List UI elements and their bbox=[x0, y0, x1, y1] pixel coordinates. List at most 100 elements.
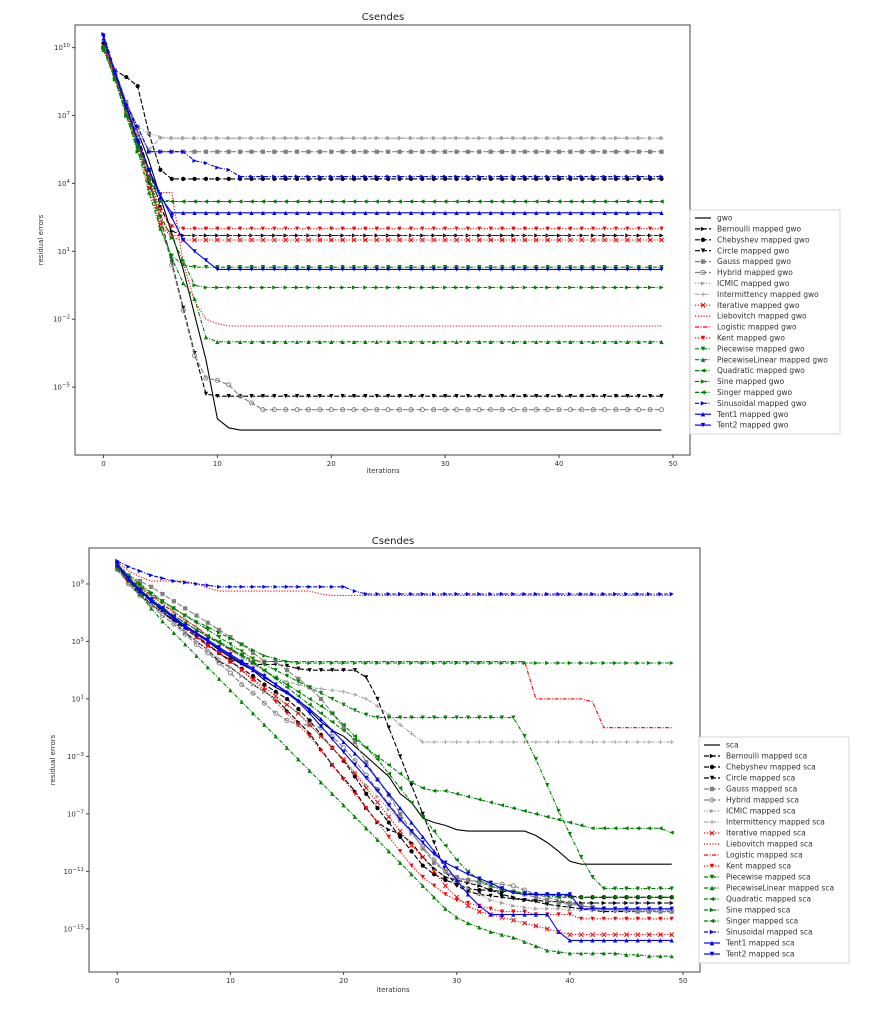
series-iterative-mapped-gwo bbox=[101, 45, 664, 243]
data-point bbox=[307, 696, 312, 702]
data-point bbox=[590, 895, 595, 900]
data-point bbox=[398, 715, 403, 720]
data-point bbox=[296, 699, 301, 704]
data-point bbox=[635, 932, 641, 938]
plot-area bbox=[114, 558, 675, 959]
series-line bbox=[103, 47, 662, 431]
series-sinusoidal-mapped-gwo bbox=[101, 31, 664, 179]
data-point bbox=[465, 886, 471, 891]
data-point bbox=[477, 174, 482, 179]
data-point bbox=[556, 285, 562, 290]
data-point bbox=[567, 892, 572, 897]
data-point bbox=[533, 895, 539, 900]
data-point bbox=[283, 339, 288, 344]
data-point bbox=[183, 606, 188, 611]
data-point bbox=[284, 673, 290, 679]
data-point bbox=[226, 237, 232, 243]
data-point bbox=[522, 660, 527, 666]
data-point bbox=[375, 837, 380, 842]
y-tick-label: 10−15 bbox=[63, 924, 84, 933]
data-point bbox=[386, 210, 391, 215]
data-point bbox=[499, 886, 505, 891]
data-point bbox=[214, 377, 220, 383]
data-point bbox=[192, 136, 197, 141]
data-point bbox=[397, 136, 402, 141]
data-point bbox=[700, 248, 706, 253]
data-point bbox=[397, 265, 402, 270]
data-point bbox=[375, 777, 380, 782]
data-point bbox=[420, 844, 425, 850]
data-point bbox=[545, 783, 550, 788]
data-point bbox=[228, 646, 233, 651]
data-point bbox=[556, 199, 562, 204]
data-point bbox=[579, 199, 584, 204]
data-point bbox=[658, 938, 663, 943]
data-point bbox=[534, 199, 539, 204]
data-point bbox=[590, 660, 595, 666]
legend-label: Tent1 mapped gwo bbox=[716, 410, 789, 419]
legend-item: Singer mapped sca bbox=[704, 917, 798, 926]
data-point bbox=[158, 149, 163, 154]
data-point bbox=[205, 665, 210, 670]
data-point bbox=[443, 863, 448, 868]
data-point bbox=[158, 213, 163, 218]
data-point bbox=[465, 285, 471, 290]
series-gauss-mapped-sca bbox=[115, 566, 674, 914]
data-point bbox=[636, 210, 641, 215]
data-point bbox=[261, 700, 267, 706]
series-piecewiselinear-mapped-sca bbox=[115, 561, 674, 959]
data-point bbox=[283, 199, 288, 204]
data-point bbox=[351, 237, 357, 243]
data-point bbox=[386, 803, 391, 808]
data-point bbox=[613, 265, 619, 270]
series-bernoulli-mapped-sca bbox=[115, 564, 674, 906]
data-point bbox=[454, 174, 459, 179]
data-point bbox=[659, 226, 664, 231]
data-point bbox=[307, 668, 312, 673]
data-point bbox=[625, 394, 630, 399]
data-point bbox=[613, 938, 618, 943]
data-point bbox=[499, 881, 505, 887]
data-point bbox=[443, 660, 448, 666]
data-point bbox=[375, 754, 380, 759]
data-point bbox=[408, 394, 414, 399]
series-iterative-mapped-sca bbox=[114, 564, 675, 938]
data-point bbox=[454, 898, 459, 903]
data-point bbox=[171, 620, 176, 625]
data-point bbox=[624, 916, 629, 921]
data-point bbox=[522, 174, 527, 179]
data-point bbox=[386, 834, 391, 839]
data-point bbox=[340, 174, 345, 179]
data-point bbox=[420, 883, 425, 888]
data-point bbox=[250, 711, 256, 716]
data-point bbox=[432, 829, 437, 834]
data-point bbox=[352, 692, 357, 697]
data-point bbox=[499, 174, 505, 179]
data-point bbox=[386, 791, 391, 796]
data-point bbox=[203, 233, 209, 238]
data-point bbox=[556, 210, 562, 215]
legend: sca Bernoulli mapped sca Chebyshev mapped … bbox=[698, 736, 850, 964]
data-point bbox=[476, 237, 482, 243]
data-point bbox=[181, 237, 186, 243]
data-point bbox=[454, 265, 459, 270]
data-point bbox=[465, 136, 471, 141]
data-point bbox=[612, 932, 618, 938]
data-point bbox=[545, 149, 550, 154]
data-point bbox=[534, 210, 539, 215]
data-point bbox=[454, 591, 459, 597]
data-point bbox=[700, 412, 706, 417]
legend-item: Intermittency mapped gwo bbox=[695, 290, 819, 299]
data-point bbox=[432, 840, 437, 845]
data-point bbox=[499, 267, 505, 272]
data-point bbox=[534, 394, 539, 399]
series-line bbox=[116, 566, 672, 936]
data-point bbox=[624, 826, 629, 831]
data-point bbox=[545, 199, 550, 204]
series-chebyshev-mapped-sca bbox=[115, 561, 674, 900]
data-point bbox=[431, 267, 436, 272]
data-point bbox=[317, 265, 322, 270]
series-line bbox=[116, 564, 672, 865]
data-point bbox=[249, 339, 254, 344]
data-point bbox=[579, 265, 584, 270]
